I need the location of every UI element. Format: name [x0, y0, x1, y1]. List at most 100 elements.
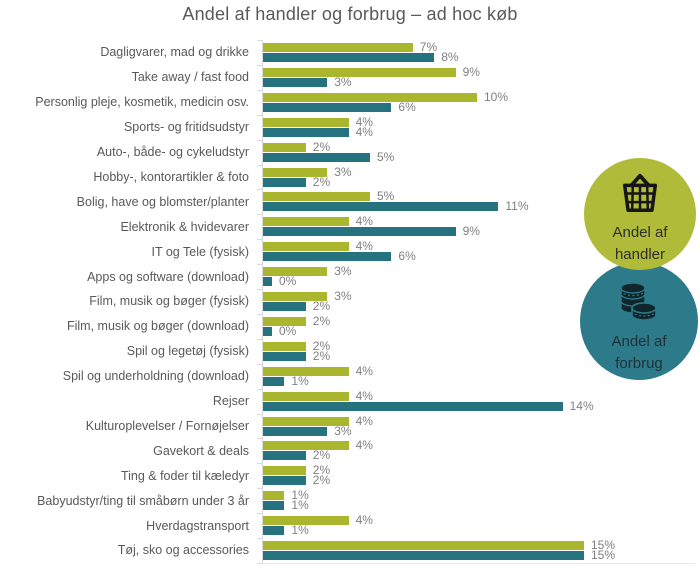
bar-value-label: 4% [355, 239, 373, 254]
legend-badge-handler: Andel af handler [584, 158, 696, 270]
y-axis-tick [257, 239, 262, 241]
y-axis-tick [257, 513, 262, 515]
bar-value-label: 14% [569, 398, 594, 413]
bar-value-label: 0% [279, 274, 297, 289]
y-axis-tick [257, 438, 262, 440]
category-label: Sports- og fritidsudstyr [123, 120, 249, 135]
bar-handler [263, 466, 306, 476]
bar-value-label: 0% [279, 323, 297, 338]
bar-handler [263, 316, 306, 326]
bar-value-label: 4% [355, 388, 373, 403]
x-axis-line [258, 563, 695, 564]
bar-forbrug [263, 426, 328, 436]
bar-value-label: 6% [398, 249, 416, 264]
bar-value-label: 11% [505, 199, 529, 214]
bar-value-label: 2% [312, 313, 331, 328]
bar-value-label: 2% [312, 338, 331, 353]
bar-value-label: 4% [355, 363, 373, 378]
bar-value-label: 3% [334, 74, 352, 89]
bar-handler [263, 366, 349, 376]
y-axis-tick [257, 313, 262, 315]
bar-value-label: 2% [312, 448, 331, 463]
bar-value-label: 4% [355, 114, 373, 129]
bar-handler [263, 242, 349, 252]
y-axis-tick [257, 189, 262, 191]
y-axis-tick [257, 388, 262, 390]
y-axis-tick [257, 139, 262, 141]
bar-forbrug [263, 177, 306, 187]
bar-handler [263, 43, 413, 52]
category-label: Kulturoplevelser / Fornøjelser [85, 418, 249, 433]
bar-forbrug [263, 526, 285, 536]
bar-handler [263, 541, 584, 550]
chart-title: Andel af handler og forbrug – ad hoc køb [182, 4, 518, 24]
category-label: Auto-, både- og cykeludstyr [96, 145, 249, 160]
bar-forbrug [263, 202, 499, 212]
bar-value-label: 2% [312, 174, 331, 189]
y-axis-tick [257, 488, 262, 490]
bar-value-label: 7% [419, 40, 438, 54]
category-label: Spil og legetøj (fysisk) [126, 344, 249, 359]
y-axis-tick [257, 562, 262, 564]
bar-handler [263, 441, 349, 451]
category-label: Gavekort & deals [153, 443, 249, 458]
bar-value-label: 1% [291, 488, 309, 503]
bar-value-label: 2% [312, 139, 331, 154]
bar-value-label: 8% [441, 50, 459, 64]
bar-value-label: 2% [312, 463, 331, 478]
bar-handler [263, 341, 306, 351]
category-label: Film, musik og bøger (download) [66, 319, 249, 334]
bar-handler [263, 67, 456, 77]
category-label: Tøj, sko og accessories [117, 543, 249, 558]
bar-value-label: 4% [355, 124, 373, 139]
bar-value-label: 4% [355, 413, 373, 428]
bar-handler [263, 117, 349, 127]
category-label: IT og Tele (fysisk) [151, 244, 250, 259]
bar-forbrug [263, 102, 392, 112]
bar-value-label: 6% [398, 99, 416, 114]
category-label: Film, musik og bøger (fysisk) [89, 294, 249, 309]
category-label: Babyudstyr/ting til småbørn under 3 år [37, 493, 249, 508]
bar-value-label: 10% [484, 89, 509, 104]
bar-handler [263, 217, 349, 227]
category-label: Personlig pleje, kosmetik, medicin osv. [35, 95, 249, 110]
bar-forbrug [263, 551, 584, 560]
category-label: Hverdagstransport [146, 518, 249, 533]
bar-forbrug [263, 401, 563, 411]
y-axis-tick [257, 538, 262, 539]
y-axis-tick [257, 89, 262, 91]
bar-forbrug [263, 302, 306, 311]
y-axis-tick [257, 40, 262, 41]
bar-value-label: 9% [462, 64, 480, 79]
category-label: Apps og software (download) [87, 269, 249, 284]
y-axis-tick [257, 363, 262, 365]
bar-value-label: 15% [591, 548, 616, 562]
bar-value-label: 1% [291, 373, 309, 388]
bar-forbrug [263, 53, 435, 62]
bar-value-label: 2% [312, 348, 331, 363]
bar-value-label: 2% [312, 299, 331, 313]
bar-value-label: 3% [334, 423, 352, 438]
bar-handler [263, 142, 306, 152]
y-axis-tick [257, 214, 262, 216]
y-axis-tick [257, 338, 262, 340]
bar-forbrug [263, 351, 306, 361]
bar-forbrug [263, 77, 328, 87]
bar-forbrug [263, 501, 285, 511]
bar-handler [263, 92, 477, 102]
bar-handler [263, 491, 285, 501]
y-axis-tick [257, 264, 262, 266]
bar-value-label: 4% [355, 513, 373, 528]
bar-value-label: 1% [291, 523, 309, 538]
coins-icon [615, 278, 663, 329]
category-label: Bolig, have og blomster/planter [76, 194, 249, 209]
category-label: Rejser [212, 394, 249, 409]
bar-value-label: 9% [462, 224, 480, 239]
bar-handler [263, 391, 349, 401]
bar-value-label: 4% [355, 214, 373, 229]
bar-forbrug [263, 277, 272, 287]
bar-forbrug [263, 376, 285, 386]
bar-forbrug [263, 451, 306, 461]
legend-label-forbrug: Andel af forbrug [611, 333, 667, 372]
